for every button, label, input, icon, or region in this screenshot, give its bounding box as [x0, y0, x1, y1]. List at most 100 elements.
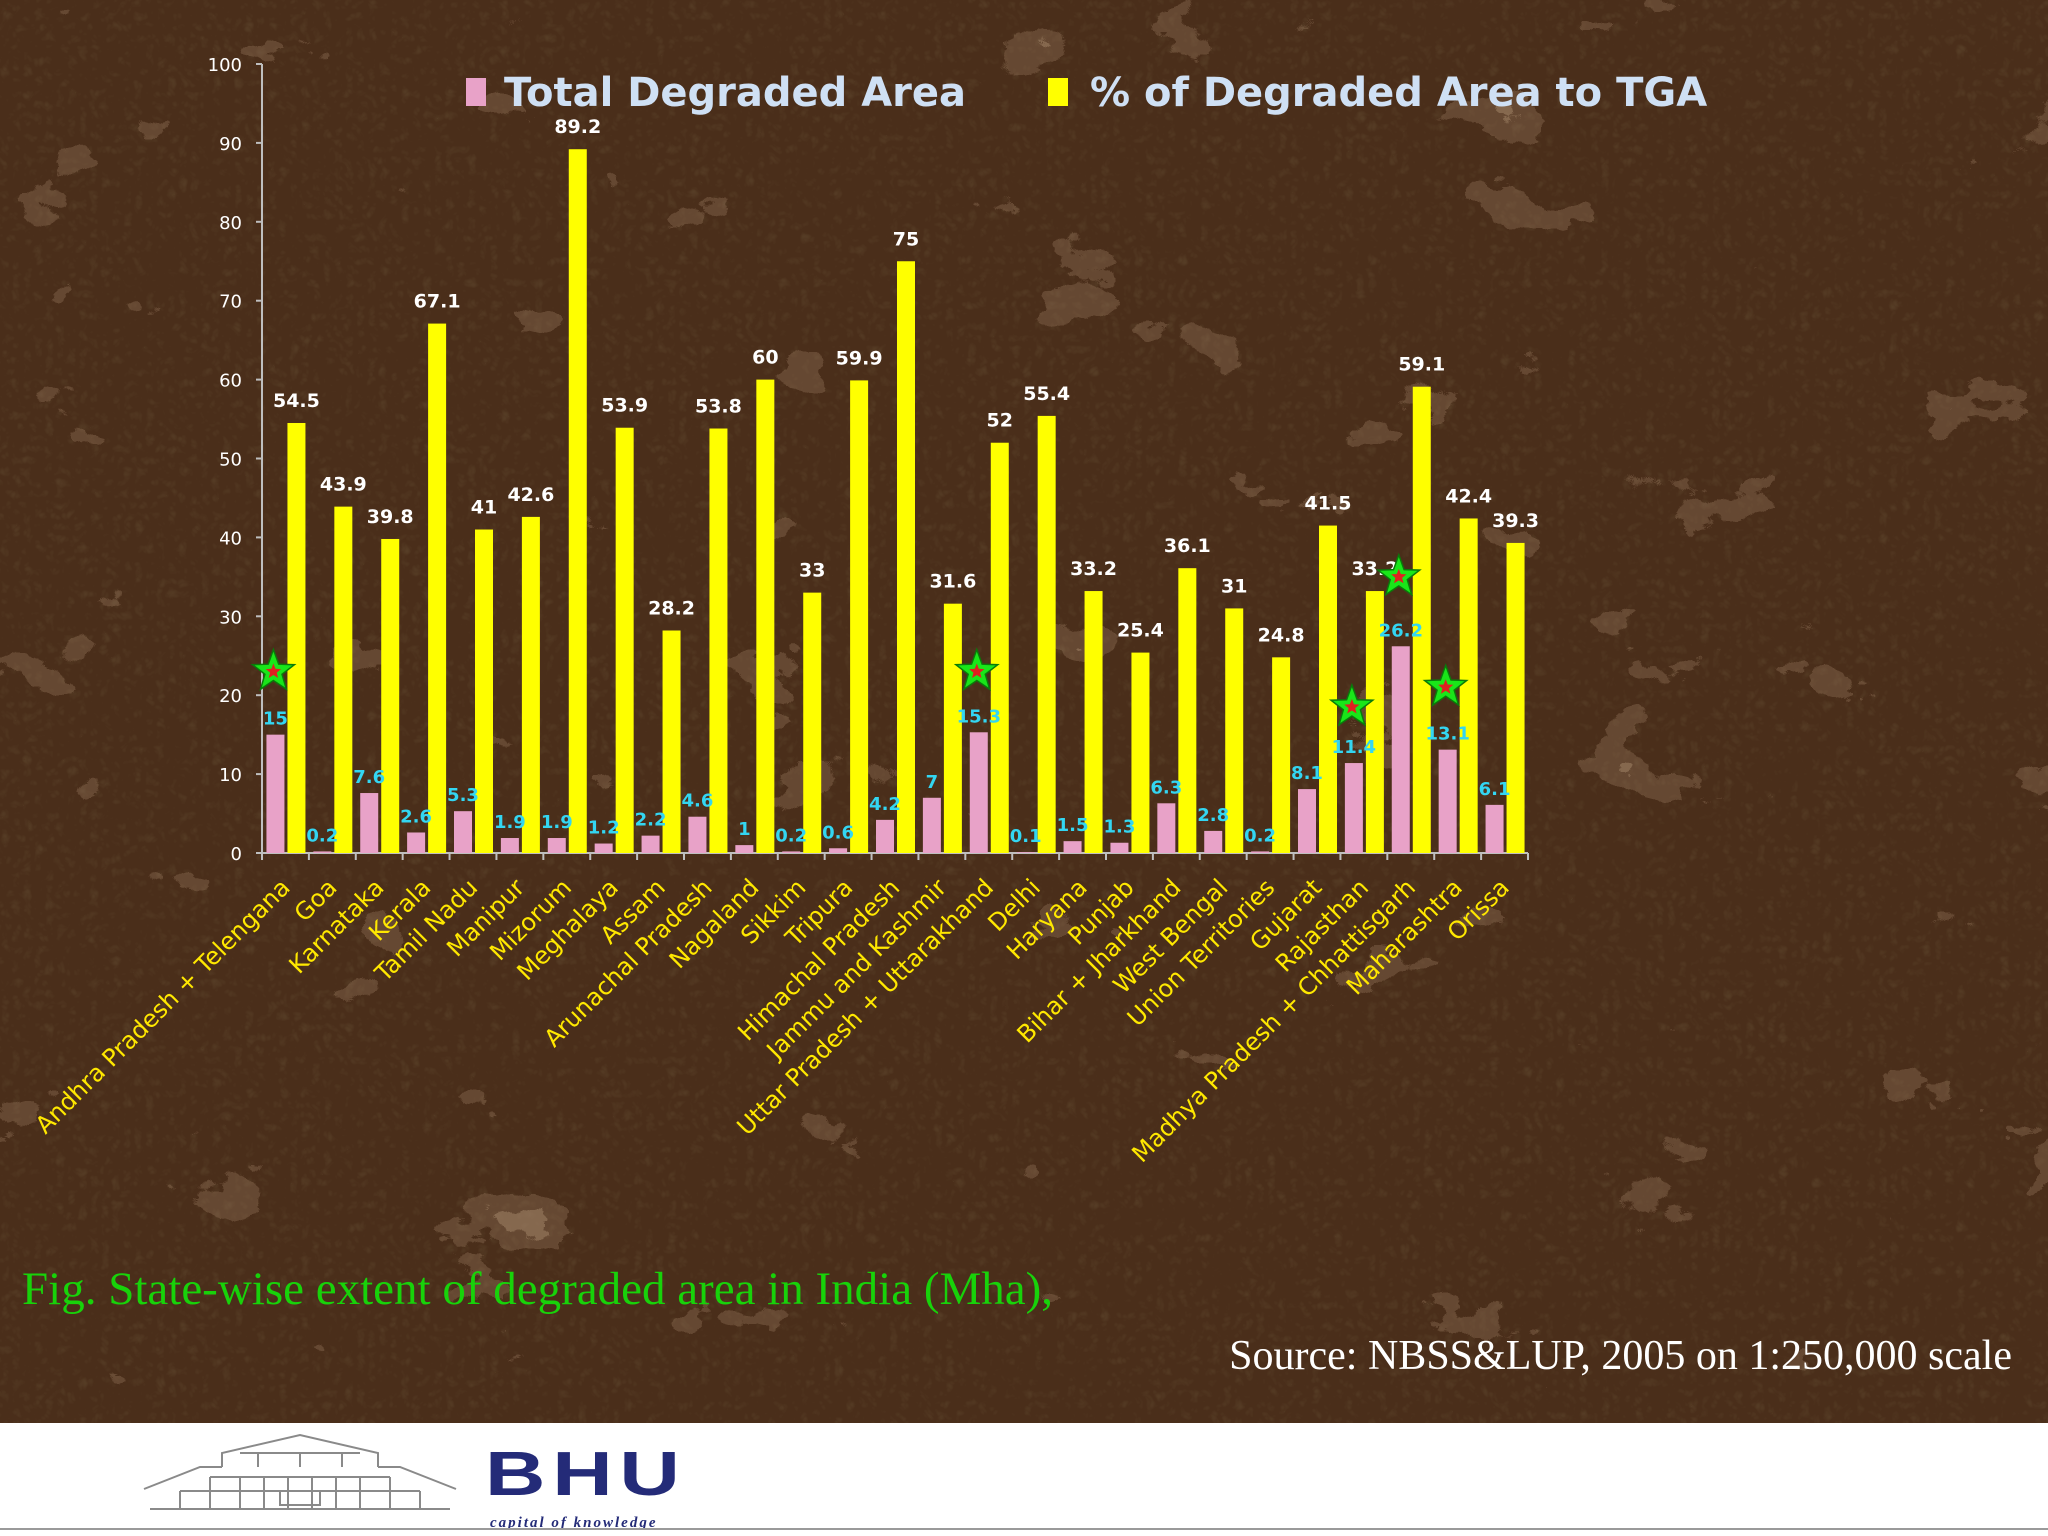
bar-total-degraded-area: [1391, 646, 1410, 853]
data-label-percent: 28.2: [648, 598, 695, 620]
bar-total-degraded-area: [782, 851, 801, 853]
data-label-percent: 42.6: [507, 484, 554, 506]
footer-divider: [0, 1528, 2048, 1530]
data-label-percent: 24.8: [1258, 624, 1305, 646]
data-label-percent: 31: [1221, 575, 1247, 597]
bar-percent-degraded: [1225, 608, 1244, 853]
bar-percent-degraded: [287, 422, 306, 853]
star-marker-inner: [969, 663, 985, 678]
bar-total-degraded-area: [1110, 842, 1129, 853]
bar-total-degraded-area: [594, 843, 613, 853]
chart-bars: [266, 149, 1525, 853]
bar-total-degraded-area: [1344, 763, 1363, 853]
bar-total-degraded-area: [1016, 852, 1035, 853]
data-label-percent: 39.3: [1492, 510, 1539, 532]
bar-percent-degraded: [990, 442, 1009, 853]
bar-total-degraded-area: [547, 838, 566, 853]
data-label-area: 7: [926, 772, 939, 793]
slide: 0 10 20 30 40 50 60 70 80 90 100 54.5 15 43.9 0.2 39.8…: [0, 0, 2048, 1423]
data-label-area: 0.6: [822, 822, 854, 843]
bar-total-degraded-area: [266, 734, 285, 853]
data-label-percent: 59.9: [836, 347, 883, 369]
star-marker-inner: [1438, 679, 1454, 694]
data-label-percent: 25.4: [1117, 620, 1164, 642]
bar-percent-degraded: [850, 380, 869, 853]
bar-total-degraded-area: [969, 732, 988, 853]
bar-total-degraded-area: [313, 851, 332, 853]
bar-percent-degraded: [943, 603, 962, 853]
y-tick-label: 0: [231, 844, 242, 865]
data-label-area: 13.1: [1425, 724, 1469, 745]
bar-percent-degraded: [615, 427, 634, 853]
y-tick-label: 80: [219, 213, 242, 234]
data-label-percent: 39.8: [367, 506, 414, 528]
data-label-percent: 55.4: [1023, 383, 1070, 405]
bar-percent-degraded: [709, 428, 728, 853]
bar-percent-degraded: [475, 529, 493, 853]
bar-percent-degraded: [381, 538, 400, 853]
data-label-percent: 89.2: [554, 116, 601, 138]
data-label-percent: 42.4: [1445, 485, 1492, 507]
bar-percent-degraded: [1131, 652, 1150, 853]
data-label-percent: 33.2: [1070, 558, 1117, 580]
category-labels: Andhra Pradesh + TelenganaGoaKarnatakaKe…: [30, 873, 1515, 1168]
data-label-percent: 75: [893, 228, 919, 250]
bar-percent-degraded: [1365, 591, 1384, 853]
data-label-percent: 53.8: [695, 396, 742, 418]
bar-percent-degraded: [1319, 525, 1337, 853]
data-label-percent: 52: [987, 410, 1013, 432]
legend-swatch-area: [466, 78, 486, 106]
y-tick-label: 30: [219, 607, 242, 628]
bar-total-degraded-area: [1204, 830, 1223, 853]
data-label-area: 4.6: [681, 791, 713, 812]
data-label-area: 1.2: [588, 818, 620, 839]
data-label-percent: 60: [752, 347, 778, 369]
figure-caption: Fig. State-wise extent of degraded area …: [22, 1263, 1054, 1315]
legend-label-percent: % of Degraded Area to TGA: [1090, 70, 1707, 116]
y-tick-label: 70: [219, 292, 242, 313]
chart-legend: Total Degraded Area % of Degraded Area to…: [466, 70, 1707, 116]
y-tick-label: 50: [219, 450, 242, 471]
category-label: Andhra Pradesh + Telengana: [30, 873, 296, 1139]
data-label-area: 8.1: [1291, 763, 1323, 784]
y-tick-label: 20: [219, 686, 242, 707]
bar-total-degraded-area: [688, 816, 707, 853]
chart-axes: 0 10 20 30 40 50 60 70 80 90 100: [208, 55, 1529, 865]
data-label-area: 7.6: [353, 767, 385, 788]
bar-total-degraded-area: [829, 848, 848, 853]
building-logo-icon: [143, 1433, 457, 1510]
star-marker-inner: [1344, 699, 1360, 714]
data-label-area: 0.1: [1010, 826, 1042, 847]
bar-total-degraded-area: [1438, 749, 1457, 853]
bar-percent-degraded: [662, 630, 681, 853]
bar-total-degraded-area: [641, 835, 660, 853]
bar-total-degraded-area: [500, 838, 519, 853]
bar-total-degraded-area: [360, 793, 379, 853]
data-label-area: 0.2: [775, 825, 807, 846]
bar-percent-degraded: [1459, 518, 1478, 853]
legend-label-area: Total Degraded Area: [504, 70, 966, 116]
data-label-area: 0.2: [306, 825, 338, 846]
bar-total-degraded-area: [1251, 851, 1270, 853]
data-label-area: 1.9: [541, 812, 573, 833]
star-marker-inner: [1391, 568, 1407, 584]
bar-percent-degraded: [334, 506, 353, 853]
y-tick-label: 60: [219, 371, 242, 392]
data-label-area: 1.9: [494, 812, 526, 833]
bar-percent-degraded: [897, 261, 915, 853]
data-label-percent: 41.5: [1305, 493, 1352, 515]
bar-percent-degraded: [521, 516, 540, 853]
bhu-tagline: capital of knowledge: [490, 1515, 658, 1531]
bar-total-degraded-area: [1485, 804, 1504, 853]
data-label-area: 4.2: [869, 794, 901, 815]
data-label-area: 1.3: [1103, 817, 1135, 838]
data-label-percent: 36.1: [1164, 535, 1211, 557]
data-label-area: 2.6: [400, 806, 432, 827]
data-label-area: 15.3: [957, 706, 1001, 727]
bar-total-degraded-area: [407, 832, 426, 853]
bar-total-degraded-area: [922, 797, 941, 853]
bar-percent-degraded: [1084, 591, 1103, 853]
footer-bar: BHU capital of knowledge: [0, 1423, 2048, 1536]
y-tick-label: 40: [219, 528, 242, 549]
source-note: Source: NBSS&LUP, 2005 on 1:250,000 scal…: [1229, 1333, 2012, 1379]
